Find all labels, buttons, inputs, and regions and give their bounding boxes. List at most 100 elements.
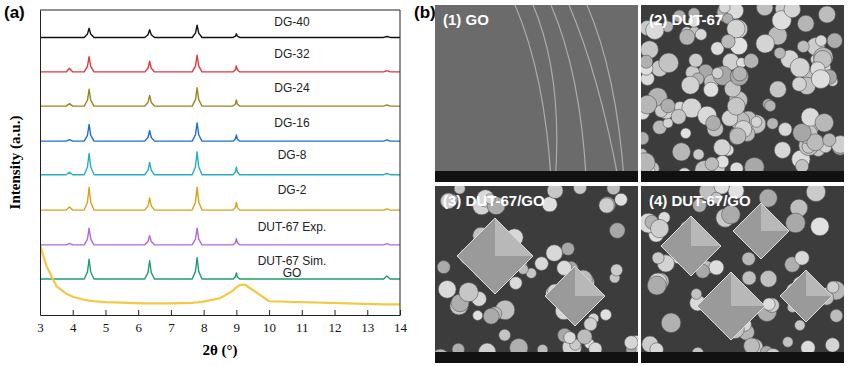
x-tick-mark	[204, 310, 205, 315]
xrd-line	[40, 245, 400, 304]
sem-particle	[547, 186, 563, 199]
sem-particle	[797, 15, 814, 32]
sem-particle	[727, 97, 745, 115]
sem-crystal	[457, 218, 533, 294]
x-tick-label: 7	[168, 320, 175, 335]
sem-particle	[825, 338, 839, 352]
x-tick: 8	[201, 310, 208, 335]
sem-particle	[659, 53, 679, 73]
y-axis-title: Intensity (a.u.)	[7, 116, 24, 210]
sem-crystal	[697, 272, 765, 340]
sem-particle	[730, 67, 748, 85]
sem-particle	[600, 309, 611, 320]
sem-particle	[721, 35, 735, 49]
sem-particle	[652, 252, 664, 264]
sem-particle	[672, 143, 690, 161]
sem-particle	[797, 41, 809, 53]
sem-particle	[778, 123, 792, 137]
sem-particle	[693, 149, 704, 160]
x-tick-mark	[302, 310, 303, 315]
sem-particle	[546, 245, 563, 262]
sem-particle	[751, 117, 762, 128]
sem-particle	[757, 5, 773, 16]
x-tick-label: 9	[234, 320, 241, 335]
sem-info-bar	[435, 352, 638, 363]
sem-particle	[729, 128, 746, 145]
sem-image	[641, 186, 844, 363]
x-tick: 9	[234, 310, 241, 335]
x-tick-label: 3	[37, 320, 44, 335]
sem-particle	[792, 77, 806, 91]
sem-particle	[744, 54, 759, 69]
sem-particle	[624, 336, 638, 350]
sem-particle	[509, 277, 522, 290]
x-tick-label: 5	[103, 320, 110, 335]
sem-particle	[577, 329, 592, 344]
x-tick-mark	[105, 310, 106, 315]
sem-particle	[815, 113, 834, 132]
sem-particle	[691, 289, 702, 300]
x-tick: 11	[296, 310, 309, 335]
sem-particle	[564, 332, 576, 344]
x-tick: 10	[263, 310, 276, 335]
sem-crystal	[545, 266, 605, 326]
sem-background	[435, 5, 638, 182]
x-tick: 5	[103, 310, 110, 335]
sem-particle	[706, 116, 721, 131]
x-tick-label: 10	[263, 320, 276, 335]
sem-particle	[483, 308, 499, 324]
sem-particle	[714, 139, 731, 156]
sem-particle	[767, 118, 778, 129]
sem-particle	[499, 329, 511, 341]
sem-crystal-face	[691, 216, 721, 246]
sem-particle	[599, 197, 615, 213]
series-label: DG-40	[274, 15, 310, 29]
sem-particle	[795, 320, 806, 331]
sem-particle	[680, 128, 691, 139]
xrd-line	[40, 25, 400, 37]
sem-particle	[823, 133, 836, 146]
sem-particle	[607, 186, 620, 195]
x-axis: 34567891011121314	[37, 310, 407, 335]
sem-crystal	[733, 203, 789, 259]
sem-particle	[641, 55, 653, 68]
sem-particle	[437, 261, 450, 274]
sem-particle	[679, 29, 695, 45]
sem-particle	[689, 53, 703, 67]
x-tick-label: 12	[329, 320, 342, 335]
sem-particle	[827, 281, 839, 293]
sem-particle	[535, 257, 549, 271]
sem-particle	[765, 100, 776, 111]
sem-crystal	[661, 216, 721, 276]
series-label: DG-24	[274, 81, 310, 95]
figure: (a)DG-40DG-32DG-24DG-16DG-8DG-2DUT-67 Ex…	[0, 0, 850, 366]
frame-top	[40, 10, 400, 11]
sem-particle	[827, 33, 842, 48]
sem-particle	[473, 310, 483, 320]
sem-particle	[790, 58, 810, 78]
x-tick-mark	[236, 310, 237, 315]
sem-image	[435, 5, 638, 182]
x-axis-title: 2θ (°)	[202, 342, 237, 359]
x-tick-label: 4	[70, 320, 77, 335]
sem-info-bar	[435, 171, 638, 182]
sem-particle	[774, 47, 785, 58]
x-axis-line	[41, 315, 401, 316]
sem-particle	[671, 109, 686, 124]
sem-particle	[774, 142, 791, 159]
sem-particle	[760, 270, 777, 287]
sem-particle	[733, 67, 747, 81]
x-tick: 13	[361, 310, 374, 335]
frame-right	[400, 10, 401, 315]
sem-crystal-face	[575, 266, 605, 296]
x-tick-label: 6	[135, 320, 142, 335]
x-tick-label: 11	[296, 320, 309, 335]
sem-particle	[611, 264, 623, 276]
xrd-line	[40, 123, 400, 141]
sem-particle	[615, 193, 628, 206]
x-tick-mark	[335, 310, 336, 315]
x-tick-mark	[269, 310, 270, 315]
sem-particle	[562, 242, 575, 255]
sem-wrinkle	[533, 5, 557, 182]
sem-label: (1) GO	[443, 11, 489, 28]
